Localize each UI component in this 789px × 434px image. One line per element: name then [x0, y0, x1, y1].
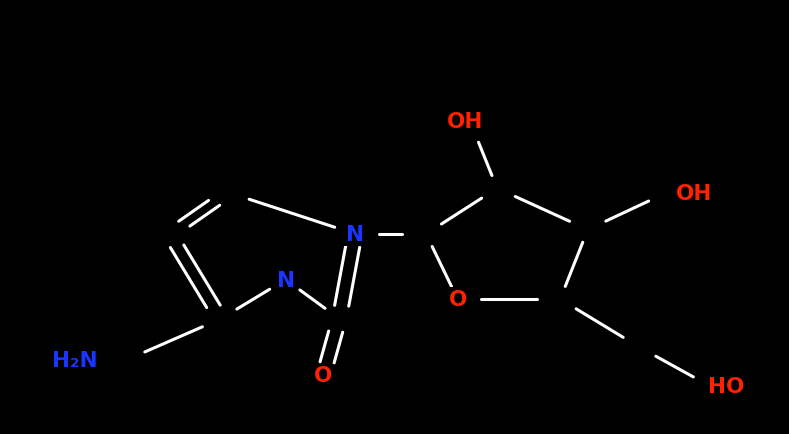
Text: N: N	[346, 224, 364, 244]
Text: OH: OH	[676, 183, 712, 203]
Text: H₂N: H₂N	[52, 350, 98, 370]
Text: O: O	[314, 365, 333, 385]
Text: O: O	[448, 289, 467, 309]
Text: OH: OH	[447, 112, 484, 132]
Text: N: N	[277, 270, 294, 290]
Text: HO: HO	[708, 376, 744, 396]
